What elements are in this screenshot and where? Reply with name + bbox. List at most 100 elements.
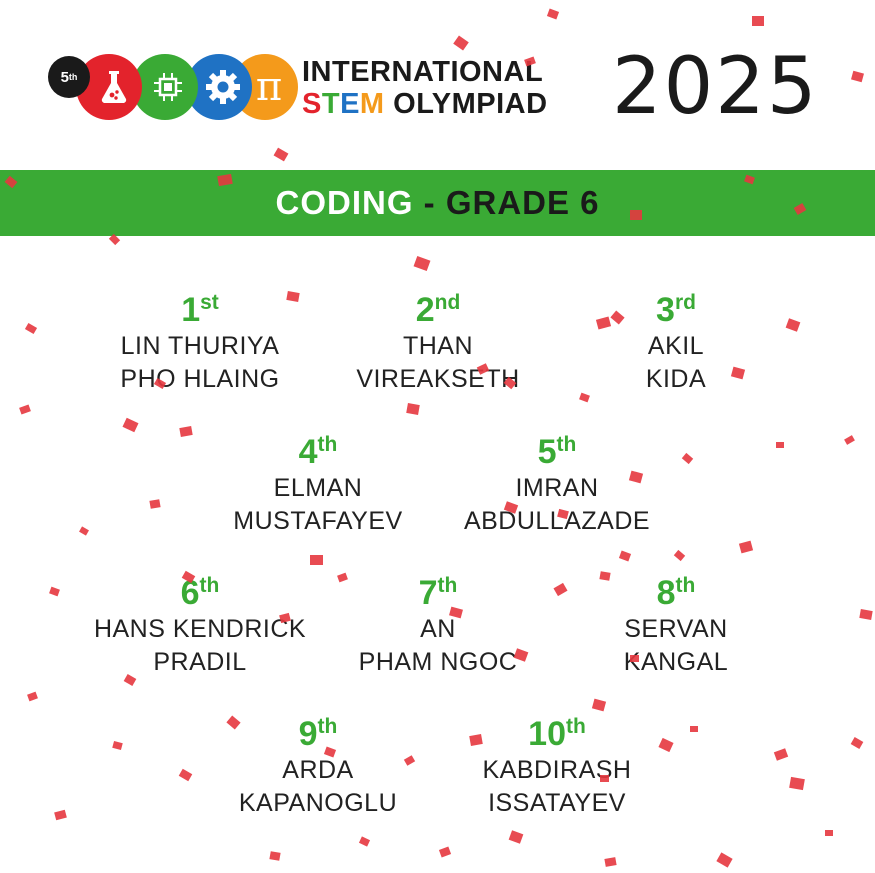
- winner-name-line1: AKIL: [647, 332, 705, 360]
- rank-number: 10: [528, 715, 566, 753]
- technology-chip-icon: [132, 54, 198, 120]
- title-line-international: INTERNATIONAL: [302, 56, 544, 88]
- confetti-piece: [752, 16, 764, 26]
- confetti-piece: [546, 8, 560, 20]
- confetti-piece: [358, 836, 371, 847]
- confetti-piece: [54, 809, 67, 821]
- winner-name-line2: PRADIL: [153, 648, 247, 676]
- confetti-piece: [27, 691, 38, 702]
- confetti-piece: [269, 851, 281, 861]
- winner-name-line1: THAN: [402, 332, 474, 360]
- winner-10th: 10th KABDIRASH ISSATAYEV: [427, 707, 687, 820]
- rank-label: 2nd: [308, 283, 568, 330]
- rank-number: 5: [537, 433, 557, 471]
- winner-name-line2: KANGAL: [623, 648, 729, 676]
- confetti-piece: [413, 255, 431, 272]
- confetti-piece: [690, 726, 698, 732]
- winner-3rd: 3rd AKIL KIDA: [546, 283, 806, 396]
- rank-suffix: th: [437, 574, 458, 597]
- rank-label: 5th: [427, 425, 687, 472]
- rank-label: 6th: [70, 566, 330, 613]
- winner-name-line1: SERVAN: [624, 615, 728, 643]
- confetti-piece: [149, 499, 161, 509]
- pi-symbol: π: [255, 64, 283, 110]
- rank-number: 6: [180, 574, 200, 612]
- confetti-piece: [49, 586, 60, 597]
- winner-2nd: 2nd THAN VIREAKSETH: [308, 283, 568, 396]
- confetti-piece: [600, 775, 609, 782]
- category-title: CODING - GRADE 6: [275, 184, 599, 222]
- rank-label: 7th: [308, 566, 568, 613]
- confetti-piece: [24, 322, 38, 335]
- year-label: 2025: [612, 42, 819, 132]
- winner-name-line1: LIN THURIYA: [120, 332, 280, 360]
- category-banner: CODING - GRADE 6: [0, 170, 875, 236]
- rank-suffix: th: [675, 574, 696, 597]
- confetti-piece: [738, 540, 754, 554]
- rank-number: 7: [418, 574, 438, 612]
- confetti-piece: [673, 549, 686, 562]
- rank-suffix: th: [566, 715, 586, 738]
- confetti-piece: [850, 737, 864, 749]
- confetti-piece: [310, 555, 323, 565]
- confetti-piece: [19, 404, 31, 415]
- rank-suffix: st: [200, 291, 219, 314]
- confetti-piece: [508, 830, 524, 844]
- confetti-piece: [112, 740, 123, 751]
- winner-name-line2: PHO HLAING: [120, 365, 280, 393]
- confetti-piece: [453, 35, 469, 51]
- grade-label: GRADE 6: [445, 184, 600, 221]
- engineering-gear-icon: [186, 54, 252, 120]
- winner-4th: 4th ELMAN MUSTAFAYEV: [188, 425, 448, 538]
- rank-label: 3rd: [546, 283, 806, 330]
- confetti-piece: [599, 571, 611, 581]
- rank-number: 8: [656, 574, 676, 612]
- winner-name-line2: VIREAKSETH: [356, 365, 520, 393]
- confetti-piece: [406, 403, 420, 415]
- rank-number: 2: [415, 291, 435, 329]
- subject-label: CODING: [275, 184, 414, 221]
- title-line-stem-olympiad: STEM OLYMPIAD: [302, 88, 548, 120]
- winner-name-line2: KIDA: [645, 365, 707, 393]
- rank-number: 9: [298, 715, 318, 753]
- winner-name-line1: HANS KENDRICK: [93, 615, 307, 643]
- rank-label: 8th: [546, 566, 806, 613]
- confetti-piece: [630, 210, 642, 220]
- winner-name-line1: IMRAN: [515, 474, 599, 502]
- winner-name-line1: AN: [420, 615, 456, 643]
- winner-6th: 6th HANS KENDRICK PRADIL: [70, 566, 330, 679]
- rank-number: 4: [298, 433, 318, 471]
- rank-suffix: th: [317, 433, 338, 456]
- rank-suffix: nd: [434, 291, 461, 314]
- olympiad-title: INTERNATIONAL STEM OLYMPIAD: [302, 56, 548, 120]
- rank-label: 4th: [188, 425, 448, 472]
- confetti-piece: [859, 609, 873, 620]
- rank-suffix: rd: [674, 291, 696, 314]
- stem-letter-t: T: [321, 88, 341, 120]
- confetti-piece: [789, 776, 805, 791]
- rank-suffix: th: [556, 433, 577, 456]
- winner-name-line2: KAPANOGLU: [238, 789, 398, 817]
- winner-8th: 8th SERVAN KANGAL: [546, 566, 806, 679]
- winner-9th: 9th ARDA KAPANOGLU: [188, 707, 448, 820]
- stem-letter-s: S: [302, 88, 322, 120]
- confetti-piece: [716, 852, 733, 868]
- confetti-piece: [79, 526, 89, 536]
- title-olympiad: OLYMPIAD: [384, 88, 548, 120]
- winner-name-line2: PHAM NGOC: [358, 648, 518, 676]
- winner-name-line1: ELMAN: [273, 474, 363, 502]
- edition-suffix: th: [68, 72, 78, 82]
- confetti-piece: [776, 442, 784, 448]
- edition-number: 5: [60, 68, 69, 86]
- winner-name-line2: ISSATAYEV: [488, 789, 626, 817]
- confetti-piece: [438, 846, 452, 858]
- rank-label: 1st: [70, 283, 330, 330]
- winner-5th: 5th IMRAN ABDULLAZADE: [427, 425, 687, 538]
- confetti-piece: [844, 435, 855, 445]
- rank-suffix: th: [317, 715, 338, 738]
- rank-number: 3: [656, 291, 675, 329]
- confetti-piece: [630, 655, 639, 662]
